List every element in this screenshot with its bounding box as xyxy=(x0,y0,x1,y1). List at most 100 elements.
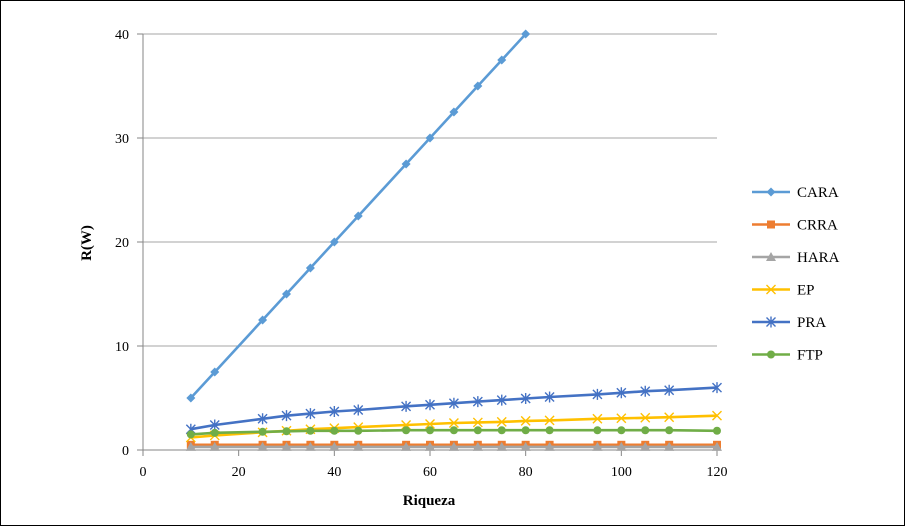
data-point xyxy=(664,441,675,451)
data-point xyxy=(305,408,316,420)
data-point xyxy=(402,426,411,435)
data-point xyxy=(640,441,651,451)
x-tick-label: 100 xyxy=(611,465,632,480)
legend-item-hara: HARA xyxy=(752,250,840,266)
data-point xyxy=(665,426,674,435)
data-point xyxy=(449,426,458,435)
x-tick-label: 120 xyxy=(707,465,728,480)
data-point xyxy=(353,211,363,221)
data-point xyxy=(592,441,603,451)
data-point xyxy=(306,426,315,435)
legend-swatch-marker xyxy=(767,350,775,359)
data-point xyxy=(616,387,627,399)
data-point xyxy=(257,441,268,451)
data-point xyxy=(641,426,650,435)
x-tick-label: 20 xyxy=(232,465,246,480)
data-point xyxy=(448,417,459,428)
data-point xyxy=(353,441,364,451)
data-point xyxy=(282,289,291,299)
data-point xyxy=(472,441,483,451)
data-point xyxy=(401,441,412,451)
data-point xyxy=(712,441,722,451)
legend-swatch-marker xyxy=(766,284,776,295)
gridlines xyxy=(143,33,717,347)
data-point xyxy=(521,426,530,435)
series-pra xyxy=(185,382,722,435)
data-point xyxy=(664,412,675,423)
data-point xyxy=(544,415,555,426)
data-point xyxy=(186,430,195,439)
data-point xyxy=(353,404,364,416)
legend-swatch-marker xyxy=(767,220,775,229)
data-point xyxy=(496,416,507,427)
data-point xyxy=(209,441,220,451)
legend-label: CRRA xyxy=(797,218,838,234)
data-point xyxy=(592,388,603,400)
data-point xyxy=(544,441,555,451)
data-point xyxy=(520,415,531,426)
data-point xyxy=(472,396,483,408)
data-point xyxy=(426,426,434,435)
data-point xyxy=(282,427,291,436)
data-point xyxy=(712,382,722,394)
data-point xyxy=(497,426,506,435)
data-point xyxy=(712,410,722,421)
data-point xyxy=(472,417,483,428)
data-point xyxy=(448,441,459,451)
data-point xyxy=(354,426,363,435)
legend-item-ftp: FTP xyxy=(752,348,823,364)
data-point xyxy=(329,406,340,418)
data-point xyxy=(473,81,483,91)
legend-label: HARA xyxy=(797,250,840,266)
data-point xyxy=(520,393,531,405)
plot-series xyxy=(185,29,722,451)
data-point xyxy=(593,426,602,435)
data-point xyxy=(713,426,721,435)
data-point xyxy=(329,441,340,451)
x-tick-label: 80 xyxy=(519,465,533,480)
data-point xyxy=(521,29,531,39)
y-axis-title: R(W) xyxy=(79,225,95,261)
legend-item-crra: CRRA xyxy=(752,218,838,234)
data-point xyxy=(473,426,482,435)
legend-swatch-marker xyxy=(766,316,776,328)
y-tick-label: 20 xyxy=(115,236,129,251)
series-ftp xyxy=(186,426,721,439)
legend-label: FTP xyxy=(797,348,823,364)
legend-swatch-marker xyxy=(766,252,776,261)
data-point xyxy=(497,55,507,65)
x-tick-label: 60 xyxy=(423,465,437,480)
data-point xyxy=(329,237,339,247)
legend-label: PRA xyxy=(797,315,826,331)
legend-label: EP xyxy=(797,283,815,299)
data-point xyxy=(305,263,315,273)
data-point xyxy=(449,107,459,117)
y-tick-label: 30 xyxy=(115,132,129,147)
data-point xyxy=(330,426,339,435)
data-point xyxy=(520,441,531,451)
data-point xyxy=(258,427,267,436)
data-point xyxy=(425,399,435,411)
data-point xyxy=(640,412,651,423)
data-point xyxy=(616,413,627,424)
data-point xyxy=(617,426,626,435)
x-tick-labels: 0 20 40 60 80 100 120 xyxy=(140,465,728,480)
y-tick-label: 10 xyxy=(115,340,129,355)
y-tick-labels: 0 10 20 30 40 xyxy=(115,28,129,459)
data-point xyxy=(257,413,268,425)
data-point xyxy=(425,419,435,429)
data-point xyxy=(425,441,435,451)
data-point xyxy=(305,441,316,451)
legend: CARA CRRA HARA EP PRA FTP xyxy=(752,185,840,364)
data-point xyxy=(448,397,459,409)
legend-swatch-marker xyxy=(766,187,776,197)
data-point xyxy=(210,367,220,377)
data-point xyxy=(209,419,220,431)
y-tick-label: 40 xyxy=(115,28,129,43)
data-point xyxy=(664,384,675,396)
data-point xyxy=(186,393,196,403)
x-tick-label: 0 xyxy=(140,465,147,480)
data-point xyxy=(544,391,555,403)
